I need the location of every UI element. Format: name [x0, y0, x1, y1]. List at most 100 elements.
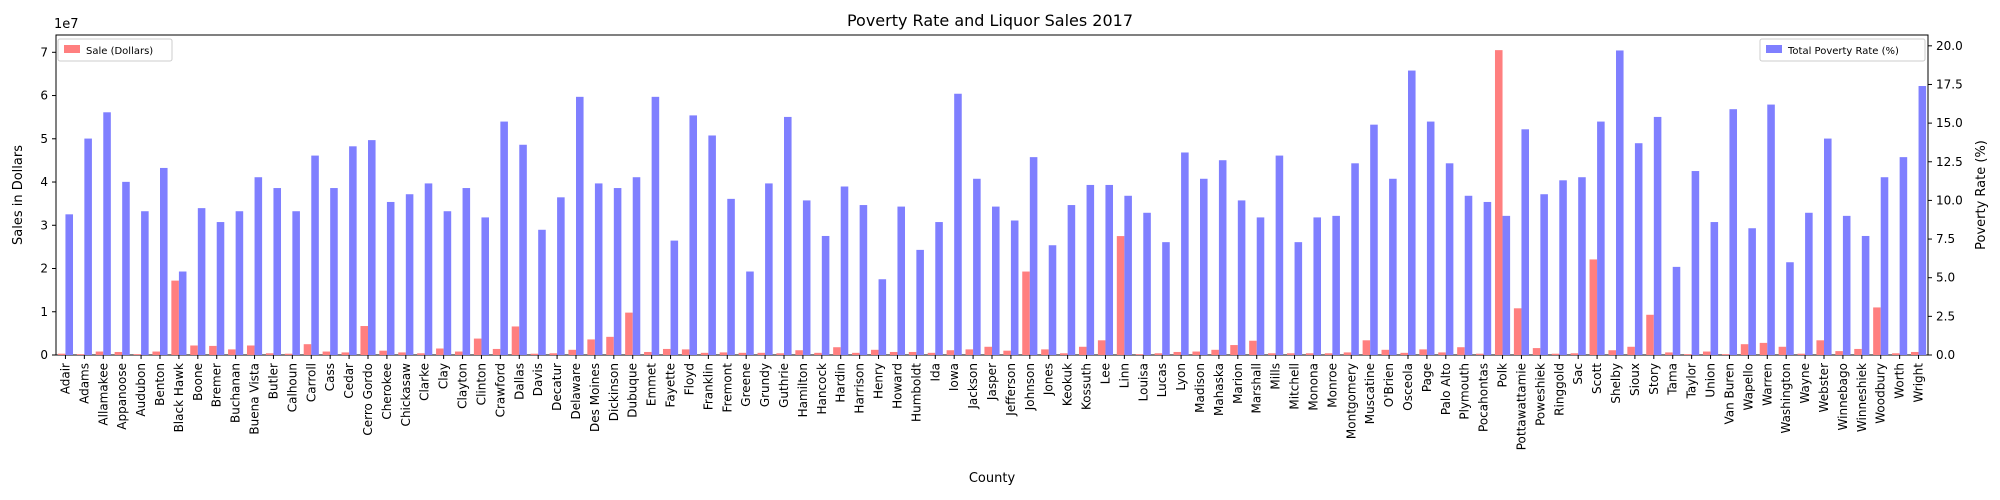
x-tick-label: Wayne: [1798, 363, 1812, 404]
poverty-bar: [65, 214, 74, 355]
poverty-bar: [1521, 129, 1530, 355]
x-tick-label: Clarke: [418, 363, 432, 401]
x-tick-label: Lucas: [1155, 363, 1169, 397]
poverty-bar: [1370, 124, 1378, 355]
x-tick-label: Tama: [1666, 363, 1680, 396]
x-axis-ticks: Adair Adams Allamakee Appanoose Audubon Bento…: [58, 355, 1926, 450]
x-tick-label: Polk: [1496, 363, 1510, 387]
x-tick-label: Clayton: [456, 363, 470, 409]
sales-bar: [209, 345, 217, 355]
poverty-bar: [405, 194, 414, 355]
x-tick-label: Sioux: [1628, 363, 1642, 396]
x-tick-label: Humboldt: [909, 363, 923, 422]
sales-bar: [870, 349, 879, 355]
x-tick-label: Butler: [266, 363, 280, 399]
x-tick-label: Monona: [1306, 363, 1320, 411]
right-tick-label: 0.0: [1936, 348, 1955, 362]
poverty-bar: [802, 200, 811, 355]
poverty-bar: [1426, 121, 1435, 355]
left-tick-label: 0: [40, 348, 48, 362]
x-axis-label: County: [969, 471, 1016, 486]
x-tick-label: Adair: [58, 363, 72, 394]
poverty-bar: [368, 140, 376, 355]
left-axis-scale-label: 1e7: [54, 17, 79, 32]
poverty-bar: [1653, 116, 1662, 356]
sales-bar: [625, 312, 633, 355]
x-tick-label: Harrison: [853, 363, 867, 414]
x-tick-label: Washington: [1779, 363, 1793, 434]
x-tick-label: Des Moines: [588, 363, 602, 432]
left-tick-label: 6: [40, 89, 48, 103]
left-tick-label: 3: [40, 218, 48, 232]
poverty-bar: [1313, 217, 1322, 355]
x-tick-label: Lyon: [1174, 363, 1188, 391]
x-tick-label: Audubon: [134, 363, 148, 417]
poverty-bar: [122, 181, 130, 355]
sales-bar: [700, 352, 709, 355]
poverty-bar: [1578, 177, 1586, 355]
poverty-bar: [954, 93, 962, 356]
poverty-bar: [1445, 163, 1454, 355]
poverty-bar: [1181, 152, 1189, 355]
poverty-bar: [1237, 200, 1246, 355]
sales-bar: [1305, 353, 1314, 355]
poverty-bar: [216, 222, 225, 355]
x-tick-label: Allamakee: [96, 363, 110, 426]
sales-bar: [265, 353, 274, 355]
sales-bar: [1532, 348, 1541, 355]
poverty-bar: [1842, 215, 1851, 355]
sales-bar: [1665, 352, 1673, 355]
sales-bar: [417, 353, 425, 355]
x-tick-label: Pottawattamie: [1514, 363, 1528, 450]
sales-bar: [738, 352, 747, 355]
sales-bar: [568, 349, 576, 355]
poverty-bar: [689, 115, 698, 355]
sales-bar: [946, 350, 955, 355]
right-axis-label: Poverty Rate (%): [1974, 140, 1989, 250]
sales-bar: [719, 352, 728, 355]
poverty-bar: [103, 112, 111, 355]
x-tick-label: Wapello: [1741, 363, 1755, 410]
poverty-bar: [973, 178, 981, 355]
sales-bar: [1135, 354, 1144, 355]
sales-bar: [1702, 351, 1711, 355]
sales-bar: [1854, 348, 1862, 355]
x-tick-label: Jones: [1042, 363, 1056, 396]
sales-bar: [1192, 351, 1200, 355]
x-tick-label: Osceola: [1401, 363, 1415, 411]
x-tick-label: Guthrie: [777, 363, 791, 408]
x-tick-label: Woodbury: [1874, 363, 1888, 424]
x-tick-label: Ida: [928, 363, 942, 382]
x-tick-label: Madison: [1193, 363, 1207, 413]
sales-bar: [1778, 346, 1787, 355]
poverty-bar: [84, 138, 92, 355]
sales-bar: [1589, 259, 1598, 355]
sales-bar: [95, 351, 104, 355]
poverty-bar: [1483, 201, 1492, 355]
poverty-bar: [1786, 262, 1794, 355]
x-tick-label: Calhoun: [285, 363, 299, 412]
sales-bar: [1078, 346, 1087, 355]
sales-bar: [228, 349, 236, 355]
sales-bar: [303, 344, 312, 355]
sales-bar: [1816, 340, 1824, 355]
sales-bar: [530, 353, 539, 355]
poverty-bar: [235, 211, 244, 355]
sales-bar: [398, 352, 406, 355]
x-tick-label: Dubuque: [626, 363, 640, 418]
poverty-bar: [1616, 50, 1624, 356]
legend-poverty-frame: [1759, 38, 1926, 62]
x-tick-label: Hancock: [815, 363, 829, 415]
sales-bars: [57, 50, 1919, 355]
sales-bar: [1060, 353, 1068, 355]
sales-bar: [436, 348, 444, 355]
poverty-bar: [613, 188, 622, 355]
x-tick-label: Grundy: [758, 363, 772, 407]
poverty-bar: [1918, 86, 1927, 355]
sales-bar: [190, 345, 198, 355]
x-tick-label: Buena Vista: [248, 363, 262, 435]
poverty-bar: [594, 183, 603, 355]
x-tick-label: Page: [1420, 363, 1434, 392]
x-tick-label: Franklin: [701, 363, 715, 410]
sales-bar: [662, 348, 671, 355]
